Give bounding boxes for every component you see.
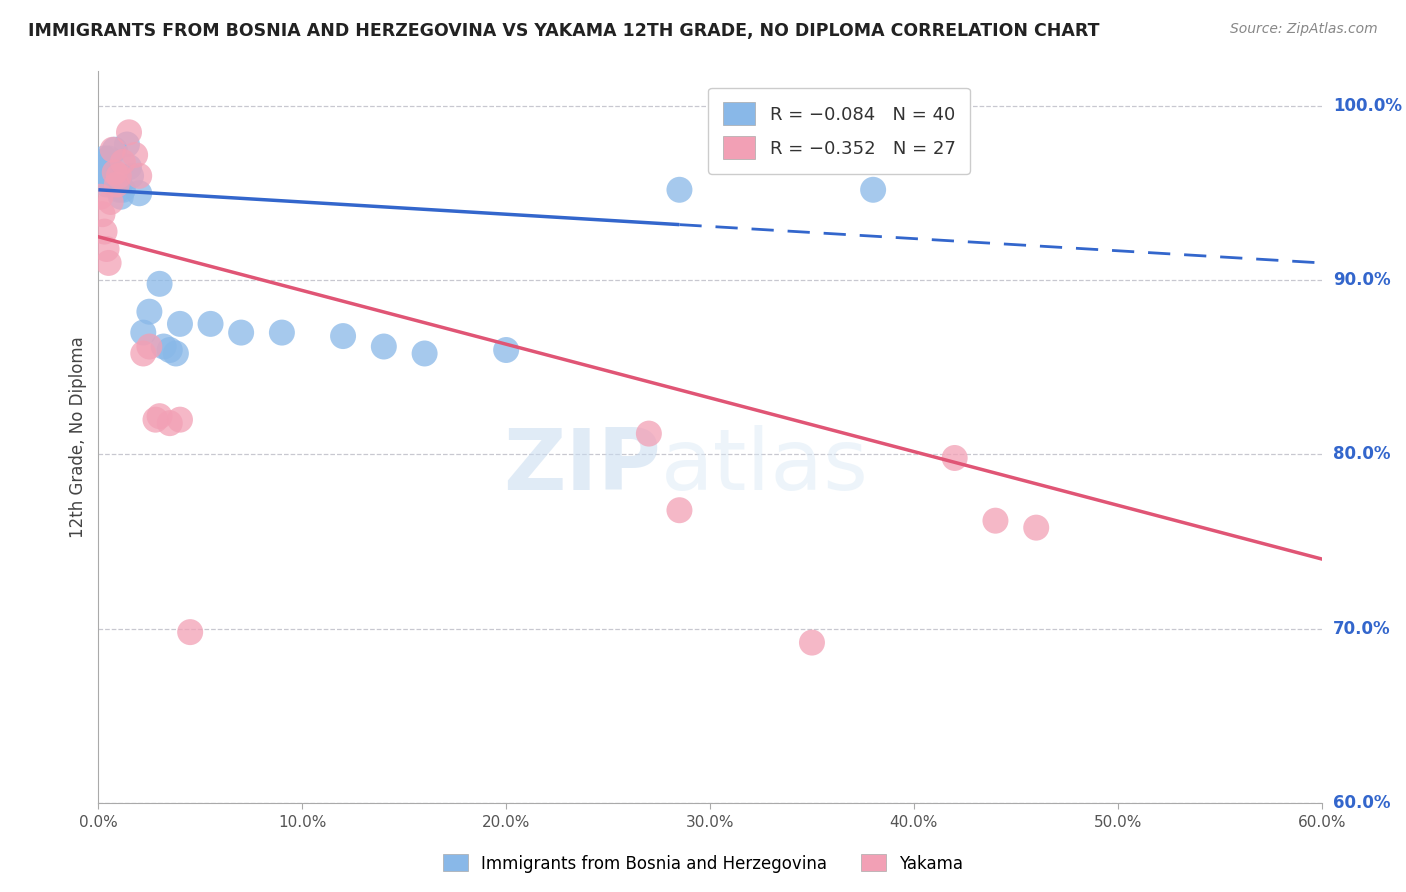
Point xyxy=(668,503,690,517)
Point xyxy=(179,625,201,640)
Point xyxy=(101,178,124,192)
Point xyxy=(93,225,115,239)
Point xyxy=(862,183,884,197)
Text: IMMIGRANTS FROM BOSNIA AND HERZEGOVINA VS YAKAMA 12TH GRADE, NO DIPLOMA CORRELAT: IMMIGRANTS FROM BOSNIA AND HERZEGOVINA V… xyxy=(28,22,1099,40)
Point xyxy=(120,169,142,183)
Point xyxy=(138,339,160,353)
Point xyxy=(89,172,111,186)
Point xyxy=(118,125,141,139)
Point xyxy=(110,190,132,204)
Point xyxy=(943,450,966,465)
Point xyxy=(96,178,118,192)
Point xyxy=(668,183,690,197)
Point xyxy=(100,172,122,186)
Point xyxy=(115,137,138,152)
Point xyxy=(159,416,181,430)
Point xyxy=(132,346,155,360)
Point xyxy=(801,635,824,649)
Point xyxy=(1025,521,1047,535)
Text: 100.0%: 100.0% xyxy=(1333,97,1402,115)
Legend: R = −0.084   N = 40, R = −0.352   N = 27: R = −0.084 N = 40, R = −0.352 N = 27 xyxy=(709,87,970,174)
Point xyxy=(100,194,122,209)
Point xyxy=(108,172,131,186)
Point xyxy=(169,317,191,331)
Text: ZIP: ZIP xyxy=(503,425,661,508)
Point xyxy=(373,339,395,353)
Text: 70.0%: 70.0% xyxy=(1333,620,1391,638)
Point xyxy=(128,186,150,201)
Point xyxy=(132,326,155,340)
Point xyxy=(93,160,115,174)
Point xyxy=(91,165,114,179)
Point xyxy=(145,412,167,426)
Point xyxy=(97,152,120,166)
Point xyxy=(97,172,120,186)
Point xyxy=(91,155,114,169)
Point xyxy=(637,426,661,441)
Point xyxy=(413,346,436,360)
Point xyxy=(105,178,128,192)
Point xyxy=(108,169,131,183)
Point xyxy=(105,172,128,186)
Point xyxy=(231,326,253,340)
Point xyxy=(96,169,118,183)
Point xyxy=(124,148,146,162)
Point xyxy=(984,514,1007,528)
Point xyxy=(270,326,294,340)
Point xyxy=(138,304,160,318)
Point xyxy=(152,339,174,353)
Point xyxy=(108,183,131,197)
Point xyxy=(91,207,114,221)
Point xyxy=(111,183,134,197)
Text: atlas: atlas xyxy=(661,425,869,508)
Point xyxy=(111,155,134,169)
Text: 90.0%: 90.0% xyxy=(1333,271,1391,289)
Point xyxy=(89,190,111,204)
Point xyxy=(149,277,172,291)
Legend: Immigrants from Bosnia and Herzegovina, Yakama: Immigrants from Bosnia and Herzegovina, … xyxy=(436,847,970,880)
Point xyxy=(104,143,127,157)
Point xyxy=(149,409,172,424)
Point xyxy=(159,343,181,357)
Point xyxy=(100,163,122,178)
Point xyxy=(332,329,354,343)
Text: 60.0%: 60.0% xyxy=(1333,794,1391,812)
Text: 80.0%: 80.0% xyxy=(1333,445,1391,464)
Y-axis label: 12th Grade, No Diploma: 12th Grade, No Diploma xyxy=(69,336,87,538)
Point xyxy=(97,163,120,178)
Point xyxy=(93,152,115,166)
Point xyxy=(104,165,127,179)
Point xyxy=(200,317,222,331)
Point xyxy=(495,343,517,357)
Text: Source: ZipAtlas.com: Source: ZipAtlas.com xyxy=(1230,22,1378,37)
Point xyxy=(97,256,120,270)
Point xyxy=(169,412,191,426)
Point xyxy=(118,160,141,174)
Point xyxy=(128,169,150,183)
Point xyxy=(101,169,124,183)
Point xyxy=(165,346,187,360)
Point xyxy=(101,143,124,157)
Point xyxy=(96,242,118,256)
